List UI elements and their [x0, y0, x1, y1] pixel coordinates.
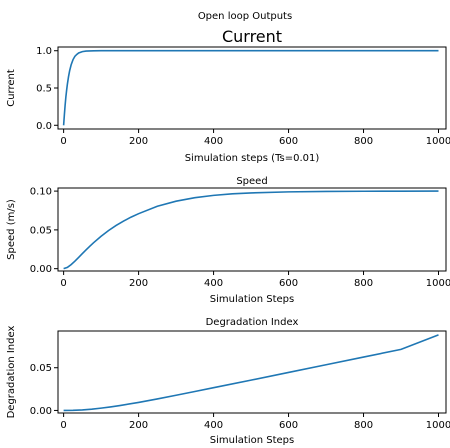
- subplots: Current 0 200 400 600 800 1000 0.0 0.5 1.0 Simulat…: [6, 27, 450, 446]
- x-axis-label: Simulation steps (Ts=0.01): [185, 153, 320, 164]
- x-tick-label: 1000: [426, 136, 450, 147]
- y-tick-label: 0.05: [30, 225, 52, 236]
- x-tick-label: 0: [60, 136, 66, 147]
- x-tick-label: 600: [279, 278, 298, 289]
- y-tick-label: 0.0: [36, 121, 52, 132]
- x-tick-label: 0: [60, 278, 66, 289]
- x-tick-label: 400: [204, 278, 223, 289]
- plot-frame: [57, 187, 447, 272]
- plot-frame: [57, 330, 447, 414]
- series-line: [63, 334, 439, 412]
- figure-suptitle: Open loop Outputs: [198, 11, 292, 22]
- subplot-title: Current: [222, 27, 282, 46]
- x-tick-label: 400: [204, 420, 223, 431]
- x-tick-label: 0: [60, 420, 66, 431]
- y-axis-label: Current: [6, 69, 17, 107]
- series-line: [62, 49, 439, 126]
- y-tick-label: 0.00: [30, 264, 52, 275]
- subplot-3: Degradation Index 0 200 400 600 800 1000 0.00 0.…: [6, 317, 450, 446]
- y-tick-label: 0.5: [36, 84, 52, 95]
- series-line: [63, 190, 439, 270]
- x-tick-label: 600: [279, 136, 298, 147]
- subplot-title: Degradation Index: [206, 317, 299, 328]
- subplot-title: Speed: [236, 176, 267, 187]
- x-tick-label: 800: [354, 136, 373, 147]
- subplot-1: Current 0 200 400 600 800 1000 0.0 0.5 1.0 Simulat…: [6, 27, 450, 164]
- x-axis-label: Simulation Steps: [210, 435, 294, 446]
- y-tick-label: 0.05: [30, 363, 52, 374]
- y-tick-label: 0.00: [30, 406, 52, 417]
- y-axis-label: Degradation Index: [6, 326, 17, 419]
- subplot-2: Speed 0 200 400 600 800 1000 0.00 0.05 0.10 Simula…: [6, 176, 450, 305]
- x-tick-label: 1000: [426, 278, 450, 289]
- x-tick-label: 400: [204, 136, 223, 147]
- x-tick-label: 200: [129, 278, 148, 289]
- x-tick-label: 600: [279, 420, 298, 431]
- x-axis-label: Simulation Steps: [210, 294, 294, 305]
- x-tick-label: 1000: [426, 420, 450, 431]
- x-tick-label: 800: [354, 420, 373, 431]
- x-tick-label: 800: [354, 278, 373, 289]
- y-tick-label: 1.0: [36, 46, 52, 57]
- x-tick-label: 200: [129, 420, 148, 431]
- plot-frame: [57, 46, 447, 130]
- y-tick-label: 0.10: [30, 187, 52, 198]
- x-tick-label: 200: [129, 136, 148, 147]
- y-axis-label: Speed (m/s): [6, 199, 17, 260]
